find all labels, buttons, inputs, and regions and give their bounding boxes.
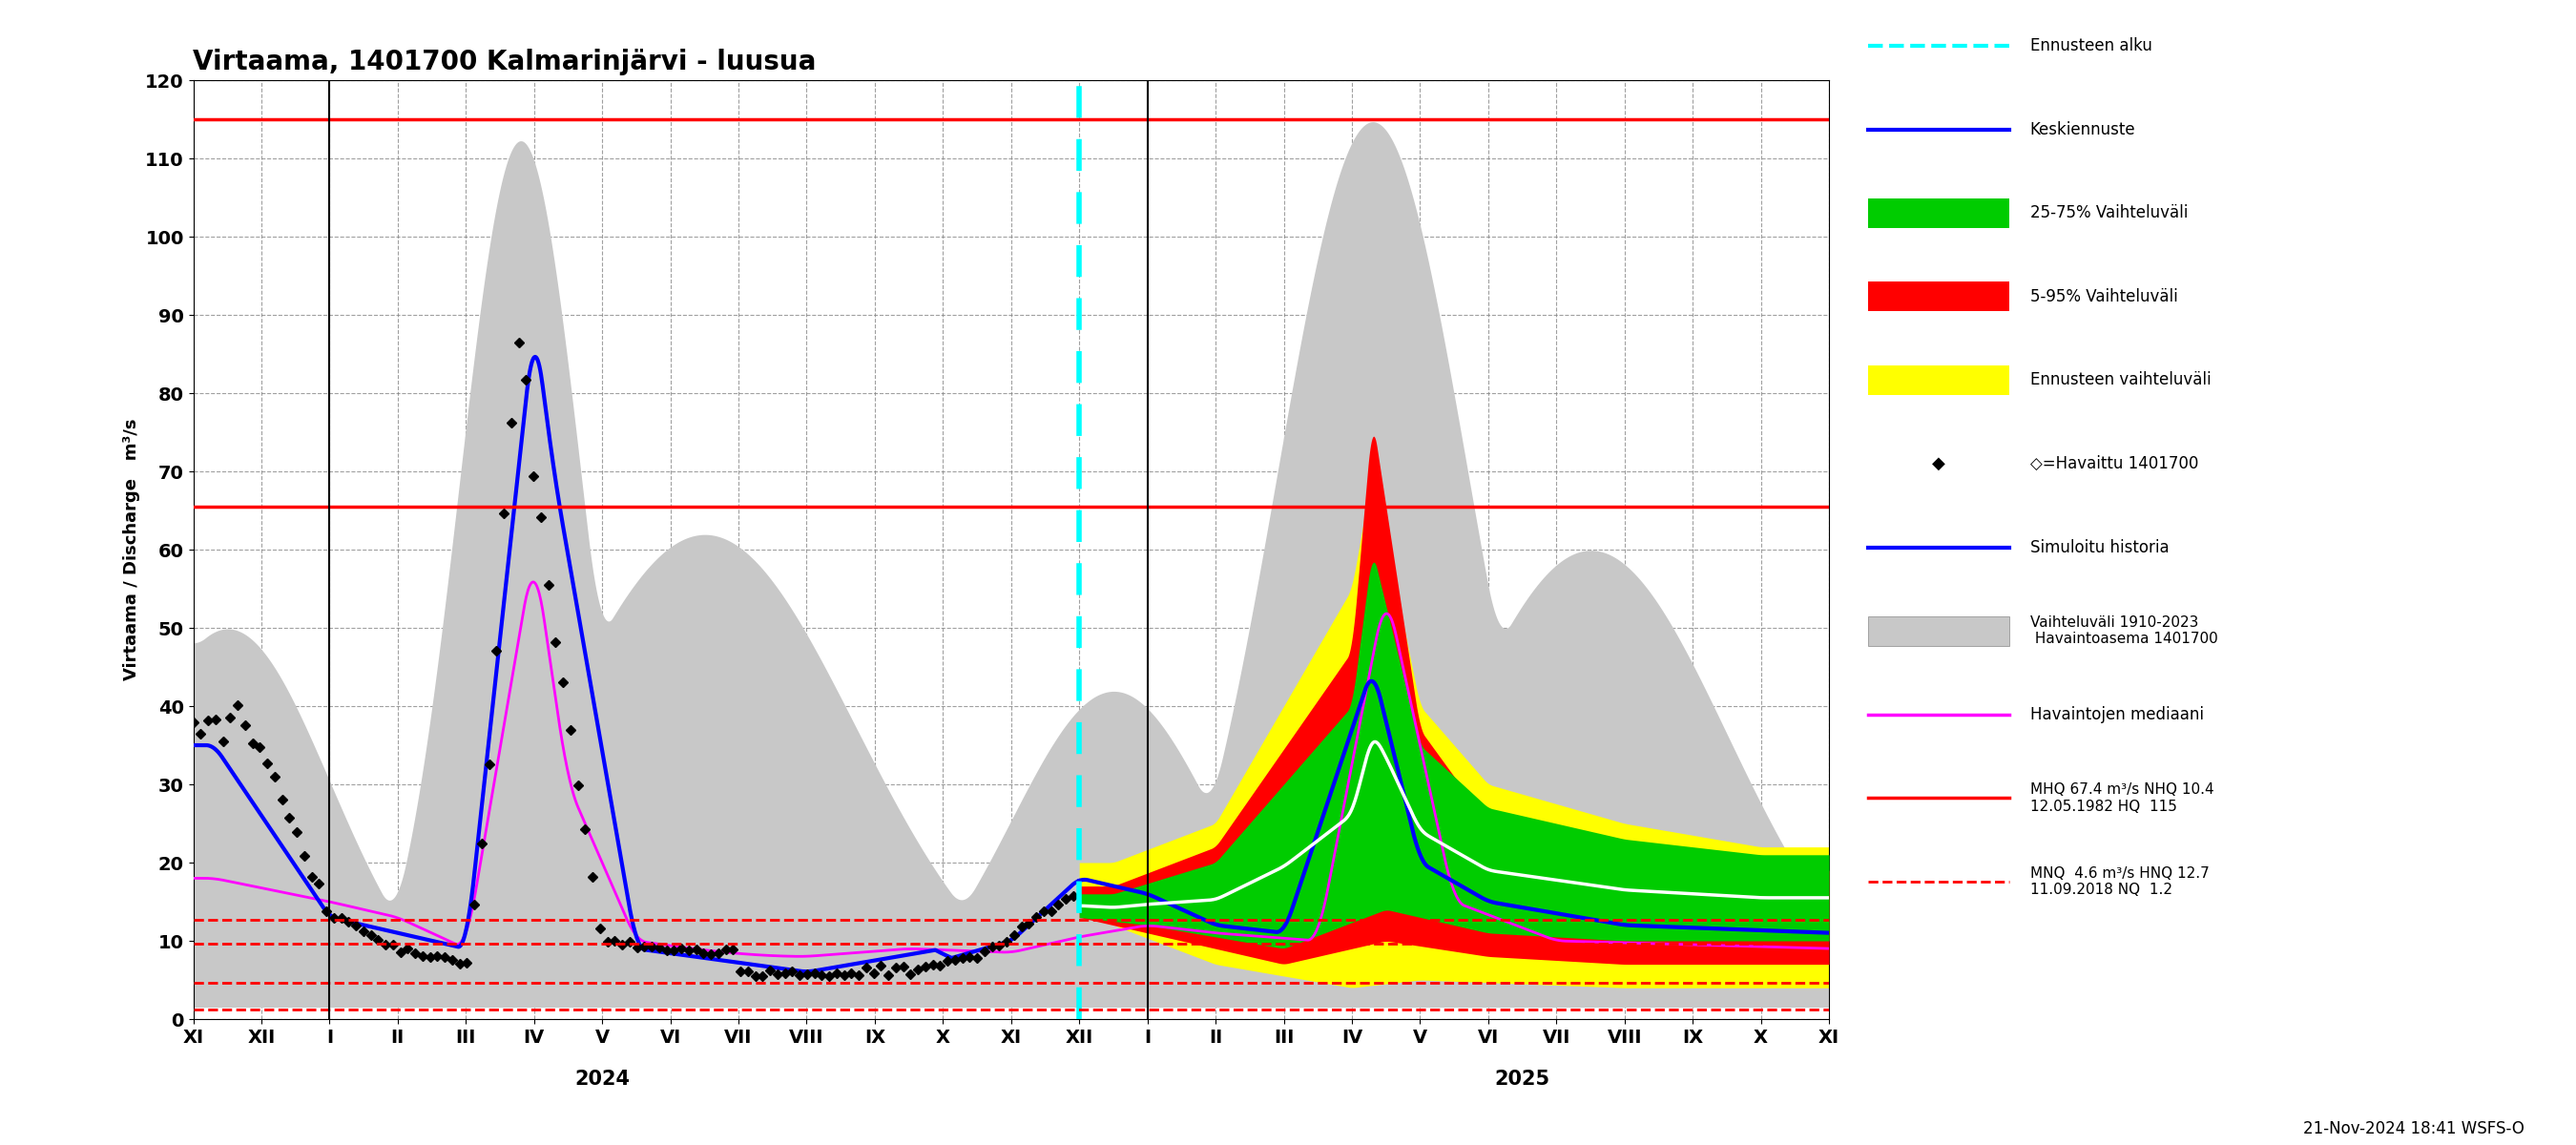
Text: ◆: ◆ [1932,455,1945,472]
Text: 21-Nov-2024 18:41 WSFS-O: 21-Nov-2024 18:41 WSFS-O [2303,1120,2524,1137]
Text: 25-75% Vaihteluväli: 25-75% Vaihteluväli [2030,204,2187,222]
Text: Ennusteen alku: Ennusteen alku [2030,37,2151,54]
Text: ◇=Havaittu 1401700: ◇=Havaittu 1401700 [2030,455,2197,472]
Text: 5-95% Vaihteluväli: 5-95% Vaihteluväli [2030,287,2177,305]
Text: Havaintojen mediaani: Havaintojen mediaani [2030,705,2202,724]
Text: MNQ  4.6 m³/s HNQ 12.7
11.09.2018 NQ  1.2: MNQ 4.6 m³/s HNQ 12.7 11.09.2018 NQ 1.2 [2030,866,2210,898]
Text: Ennusteen vaihteluväli: Ennusteen vaihteluväli [2030,371,2210,389]
Text: Virtaama, 1401700 Kalmarinjärvi - luusua: Virtaama, 1401700 Kalmarinjärvi - luusua [193,48,817,76]
Text: Keskiennuste: Keskiennuste [2030,120,2136,137]
Text: Simuloitu historia: Simuloitu historia [2030,539,2169,555]
Text: Vaihteluväli 1910-2023
 Havaintoasema 1401700: Vaihteluväli 1910-2023 Havaintoasema 140… [2030,616,2218,646]
Text: MHQ 67.4 m³/s NHQ 10.4
12.05.1982 HQ  115: MHQ 67.4 m³/s NHQ 10.4 12.05.1982 HQ 115 [2030,783,2213,813]
Text: 2024: 2024 [574,1069,629,1089]
Y-axis label: Virtaama / Discharge   m³/s: Virtaama / Discharge m³/s [124,419,139,680]
Text: 2025: 2025 [1494,1069,1551,1089]
